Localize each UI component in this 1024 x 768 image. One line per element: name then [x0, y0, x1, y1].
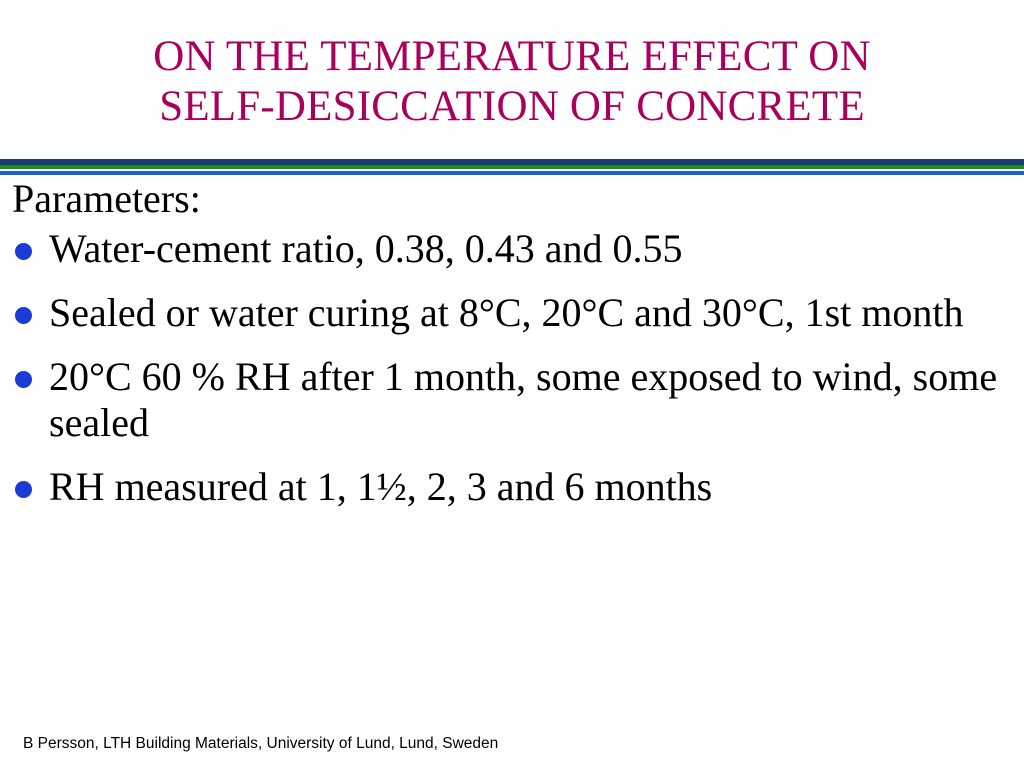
list-item-text: RH measured at 1, 1½, 2, 3 and 6 months: [49, 464, 713, 509]
title-divider-blue: [0, 171, 1024, 175]
title-divider-gap: [0, 169, 1024, 171]
list-item-text: Water-cement ratio, 0.38, 0.43 and 0.55: [49, 226, 683, 271]
list-item: 20°C 60 % RH after 1 month, some exposed…: [12, 354, 1012, 446]
slide-footer: B Persson, LTH Building Materials, Unive…: [23, 735, 499, 752]
bullet-dot-icon: [15, 371, 32, 388]
title-divider-dark: [0, 159, 1024, 165]
slide-body: Parameters: Water-cement ratio, 0.38, 0.…: [12, 176, 1012, 528]
list-item: Sealed or water curing at 8°C, 20°C and …: [12, 290, 1012, 336]
bullet-dot-icon: [15, 307, 32, 324]
bullet-dot-icon: [15, 243, 32, 260]
bullet-dot-icon: [15, 481, 32, 498]
slide-title-line-1: ON THE TEMPERATURE EFFECT ON: [153, 33, 871, 80]
parameters-heading: Parameters:: [12, 176, 201, 221]
slide-title-line-2: SELF-DESICCATION OF CONCRETE: [159, 83, 865, 130]
list-item: RH measured at 1, 1½, 2, 3 and 6 months: [12, 464, 1012, 510]
list-item-text: 20°C 60 % RH after 1 month, some exposed…: [49, 354, 998, 445]
parameter-list: Water-cement ratio, 0.38, 0.43 and 0.55 …: [12, 226, 1012, 510]
list-item: Water-cement ratio, 0.38, 0.43 and 0.55: [12, 226, 1012, 272]
slide-title: ON THE TEMPERATURE EFFECT ON SELF-DESICC…: [0, 32, 1024, 132]
list-item-text: Sealed or water curing at 8°C, 20°C and …: [49, 290, 964, 335]
title-divider-green: [0, 165, 1024, 169]
